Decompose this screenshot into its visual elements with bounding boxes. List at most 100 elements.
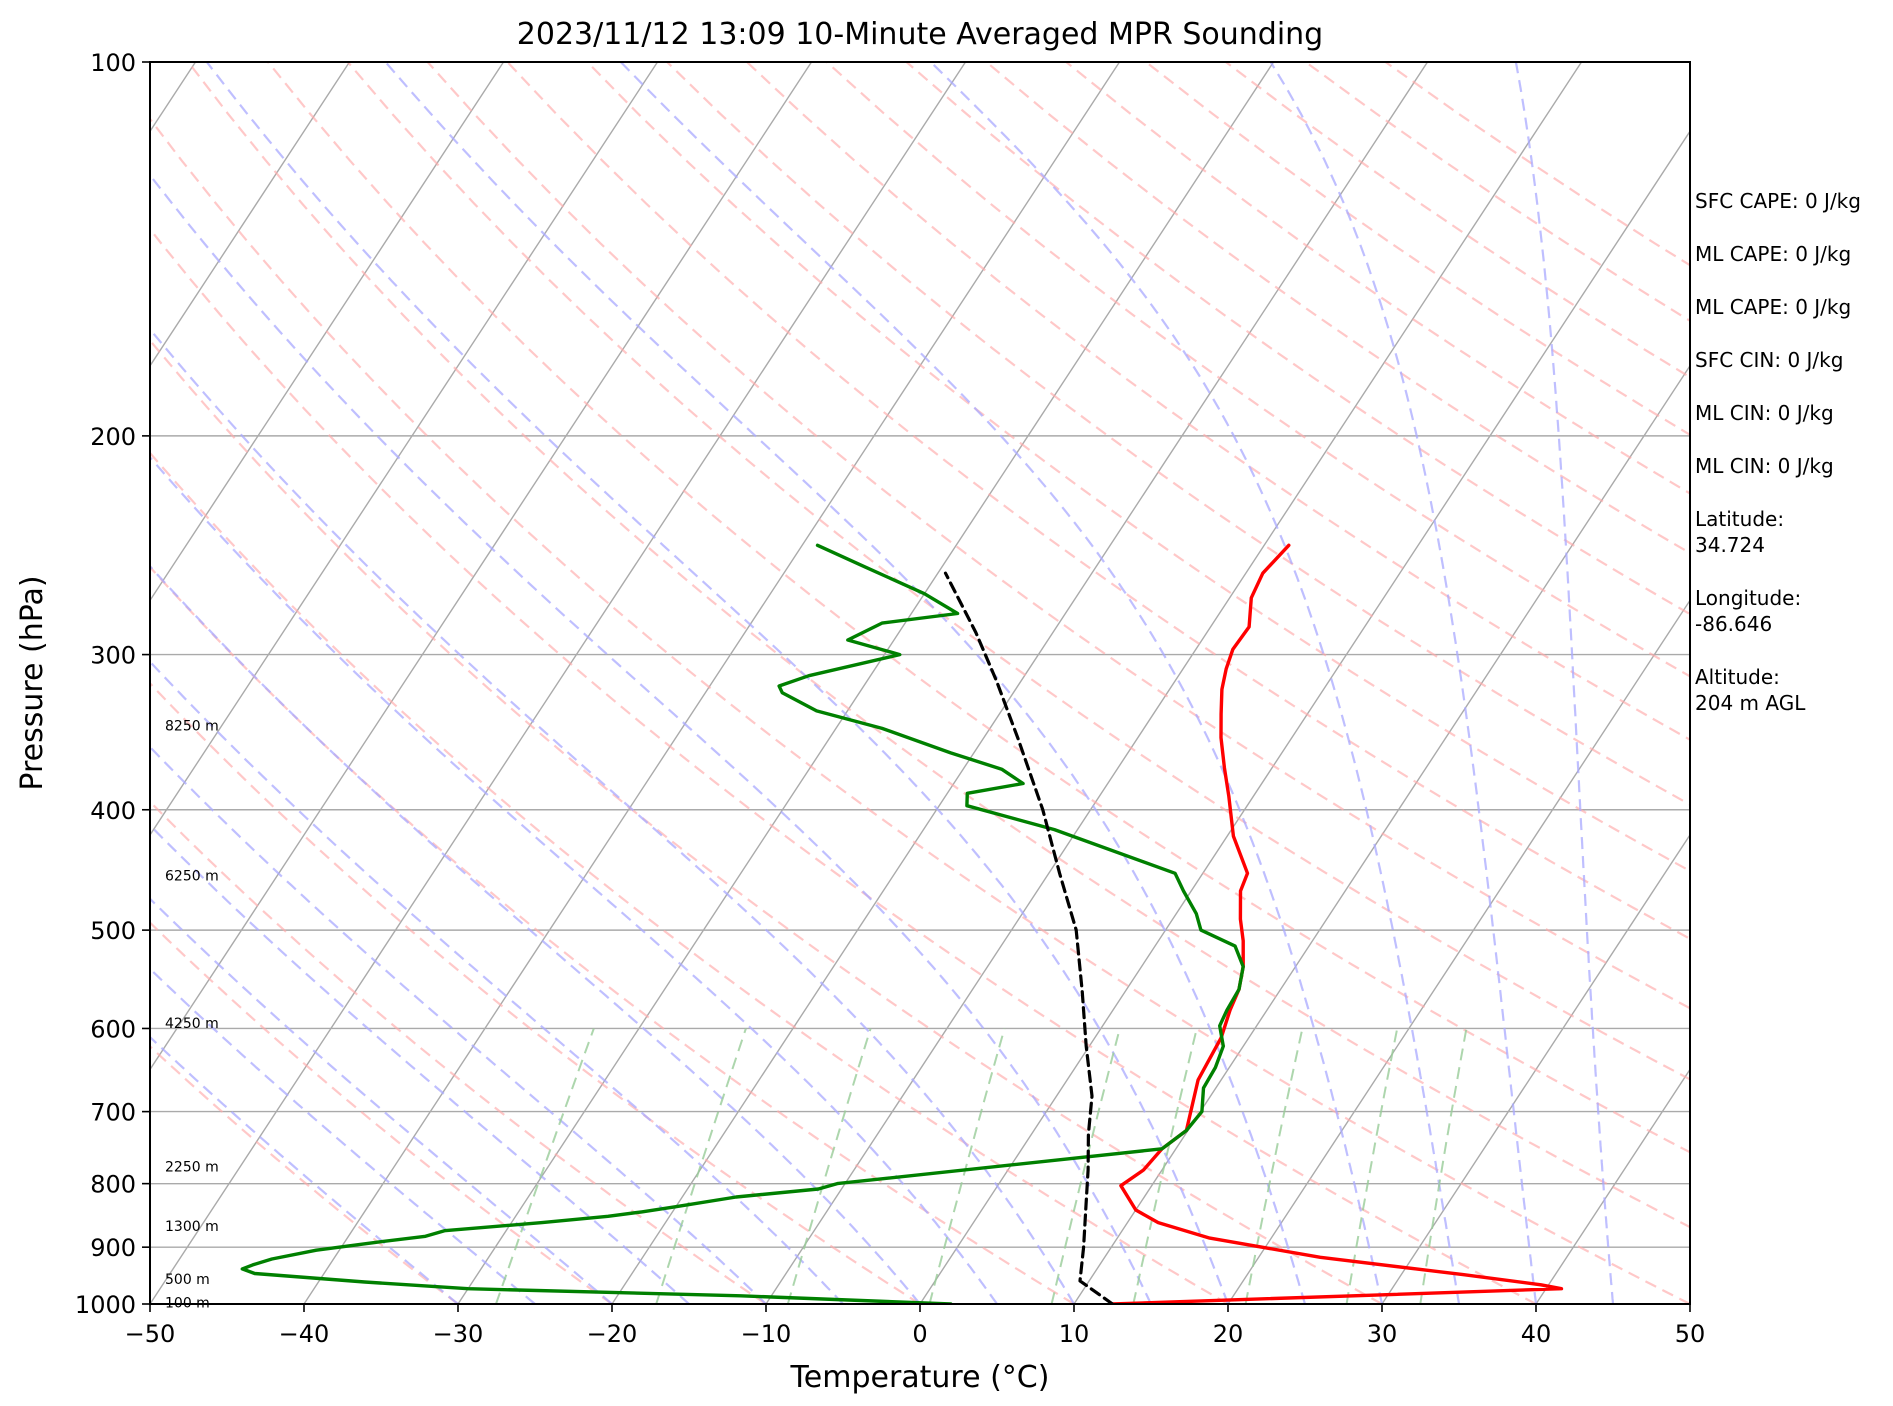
dry-adiabat-line [150,800,767,1304]
dry-adiabat-line [150,451,1229,1304]
moist-adiabat-line [1514,62,1615,1304]
altitude-block: Altitude: 204 m AGL [1695,664,1885,716]
dry-adiabat-line [150,338,1383,1304]
isotherm-line [1535,1068,1690,1304]
height-label: 100 m [165,1295,210,1311]
dry-adiabat-line [267,62,1690,1154]
x-tick-label: −20 [587,1320,638,1348]
isotherm-line [150,62,967,1304]
y-tick-label: 800 [90,1171,136,1199]
dry-adiabat-line [150,117,1690,1304]
longitude-value: -86.646 [1695,612,1773,636]
x-tick-label: 10 [1059,1320,1090,1348]
latitude-value: 34.724 [1695,533,1765,557]
moist-adiabat-line [205,62,1230,1304]
altitude-value: 204 m AGL [1695,691,1806,715]
dry-adiabat-line [825,62,1690,678]
altitude-label: Altitude: [1695,665,1780,689]
x-tick-label: −40 [279,1320,330,1348]
ml-cin-text: ML CIN: 0 J/kg [1695,401,1834,425]
dry-adiabat-line [150,227,1537,1304]
moist-adiabat-line [619,62,1384,1304]
height-labels: 100 m 500 m 1300 m 2250 m 4250 m 6250 m 8250 m [165,718,219,1311]
y-tick-label: 700 [90,1099,136,1127]
moist-adiabat-line [150,173,1152,1304]
ml-cape-text-2: ML CAPE: 0 J/kg [1695,295,1852,319]
height-label: 2250 m [165,1160,219,1176]
x-tick-label: 0 [912,1320,927,1348]
y-tick-label: 900 [90,1234,136,1262]
background-lines [150,62,1690,1304]
moist-adiabat-line [150,897,613,1304]
isotherm-line [765,62,1583,1304]
ml-cin-text-2: ML CIN: 0 J/kg [1695,454,1834,478]
moist-adiabat-line [150,660,844,1304]
x-axis-label: Temperature (°C) [790,1360,1050,1395]
moist-adiabat-line [150,455,998,1304]
x-tick-label: −50 [125,1320,176,1348]
moist-adiabat-line [150,1035,459,1304]
x-tick-label: −30 [433,1320,484,1348]
isotherm-line [150,62,659,837]
height-label: 6250 m [165,869,219,885]
sfc-cin-text: SFC CIN: 0 J/kg [1695,348,1844,372]
y-tick-label: 400 [90,797,136,825]
x-tick-label: 50 [1675,1320,1706,1348]
sfc-cape-text: SFC CAPE: 0 J/kg [1695,189,1861,213]
chart-title: 2023/11/12 13:09 10-Minute Averaged MPR … [517,17,1323,52]
dry-adiabat-line [506,62,1690,941]
mixing-ratio-line [1419,1028,1468,1304]
y-tick-label: 100 [90,49,136,77]
y-tick-label: 500 [90,917,136,945]
mixing-ratio-line [1050,1028,1121,1304]
y-axis: 100 200 300 400 500 600 700 800 900 1000 [75,49,150,1319]
x-tick-label: 20 [1213,1320,1244,1348]
moist-adiabat-line [150,564,921,1304]
isotherm-line [1381,833,1690,1304]
mixing-ratio-line [786,1028,872,1304]
sounding-traces [240,543,1564,1304]
isotherm-line [150,62,505,602]
mixing-ratio-line [655,1028,747,1304]
dewpoint-trace [240,543,1245,1304]
height-label: 500 m [165,1272,210,1288]
y-tick-label: 300 [90,642,136,670]
mixing-ratio-line [1244,1028,1304,1304]
x-tick-label: −10 [741,1320,792,1348]
x-tick-label: 40 [1521,1320,1552,1348]
latitude-block: Latitude: 34.724 [1695,506,1885,558]
latitude-label: Latitude: [1695,507,1785,531]
longitude-label: Longitude: [1695,586,1802,610]
dry-adiabat-line [746,62,1690,741]
parcel-path-trace [943,571,1115,1304]
isotherm-line [1227,599,1690,1304]
y-tick-label: 1000 [75,1291,136,1319]
isotherm-line [150,62,351,368]
mixing-ratio-line [1345,1028,1399,1304]
isotherm-line [919,130,1690,1304]
mixing-ratio-line [1132,1028,1198,1304]
temperature-trace [1110,543,1564,1304]
dry-adiabat-line [150,921,613,1304]
longitude-block: Longitude: -86.646 [1695,585,1885,637]
x-tick-label: 30 [1367,1320,1398,1348]
x-axis: −50 −40 −30 −20 −10 0 10 20 30 40 50 [125,1304,1706,1348]
dry-adiabat-line [150,1044,459,1304]
dry-adiabat-line [150,565,1075,1304]
y-tick-label: 200 [90,423,136,451]
moist-adiabat-line [929,62,1461,1304]
isotherm-line [611,62,1429,1304]
dry-adiabat-line [150,681,921,1304]
dry-adiabat-line [346,62,1690,1081]
dry-adiabat-line [187,62,1690,1229]
ml-cape-text: ML CAPE: 0 J/kg [1695,242,1852,266]
height-label: 4250 m [165,1016,219,1032]
height-label: 1300 m [165,1219,219,1235]
y-axis-label: Pressure (hPa) [15,575,50,790]
mixing-ratio-line [928,1028,1006,1304]
y-tick-label: 600 [90,1015,136,1043]
moist-adiabat-line [150,967,536,1304]
mixing-ratio-line [495,1028,595,1304]
